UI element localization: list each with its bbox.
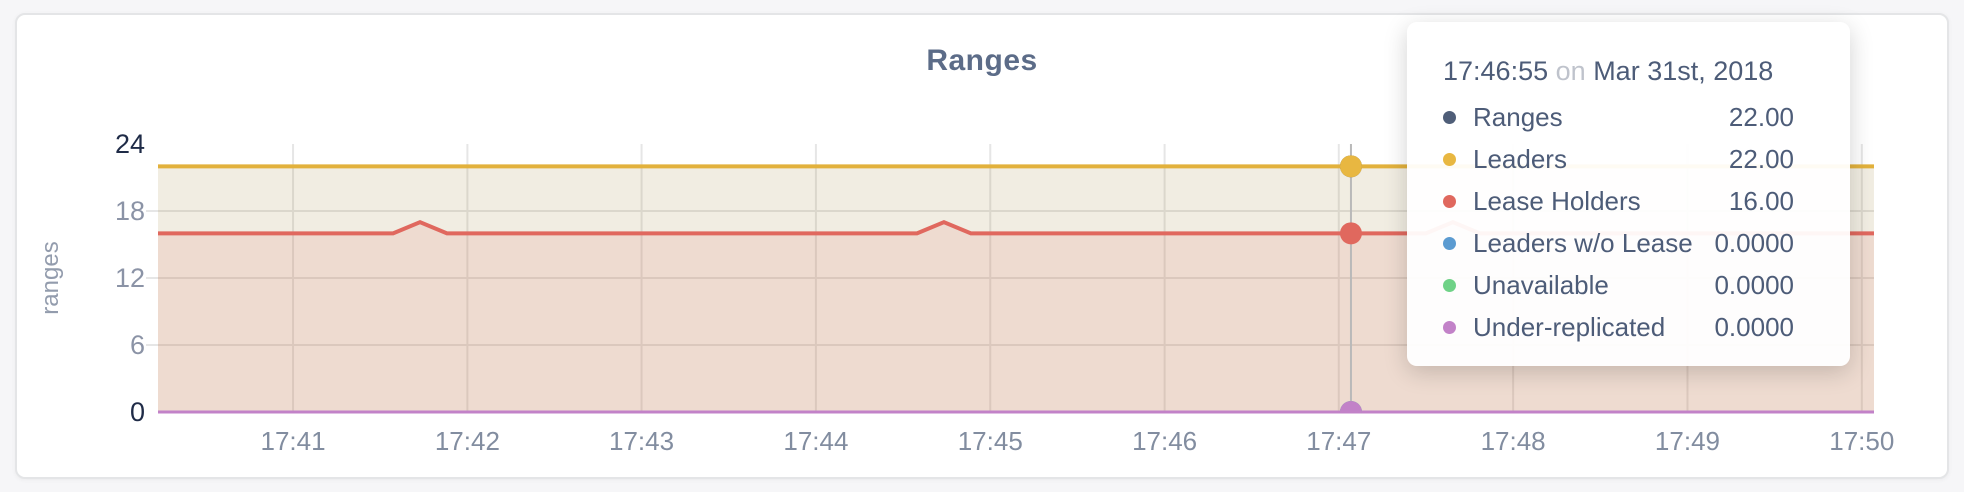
series-label: Unavailable [1473,269,1609,300]
y-axis-tick: 6 [130,330,145,360]
hover-point [1339,222,1362,245]
series-color-dot [1443,152,1456,166]
x-axis-tick: 17:49 [1655,426,1720,456]
series-value: 22.00 [1728,143,1794,174]
tooltip-row: Leaders w/o Lease 0.0000 [1443,222,1794,264]
series-label: Leaders w/o Lease [1473,227,1693,258]
y-axis-label: ranges [37,241,64,314]
y-axis-tick: 18 [115,196,145,226]
x-axis-tick: 17:46 [1132,426,1197,456]
tooltip-date: Mar 31st, 2018 [1593,56,1774,86]
series-value: 0.0000 [1714,227,1794,258]
hover-tooltip: 17:46:55 on Mar 31st, 2018 Ranges 22.00 … [1407,22,1850,366]
series-label: Lease Holders [1473,185,1641,216]
series-label: Leaders [1473,143,1567,174]
series-color-dot [1443,236,1456,250]
series-value: 22.00 [1728,101,1794,132]
x-axis-tick: 17:47 [1306,426,1371,456]
tooltip-row: Lease Holders 16.00 [1443,180,1794,222]
y-axis-tick: 0 [130,397,145,427]
x-axis-tick: 17:50 [1829,426,1894,456]
series-color-dot [1443,278,1456,292]
x-axis-tick: 17:43 [609,426,674,456]
series-label: Under-replicated [1473,311,1666,342]
tooltip-conjunction: on [1555,56,1586,86]
x-axis-tick: 17:42 [435,426,500,456]
series-color-dot [1443,110,1456,124]
series-label: Ranges [1473,101,1563,132]
y-axis-tick: 24 [115,129,145,159]
tooltip-row: Under-replicated 0.0000 [1443,306,1794,348]
series-value: 0.0000 [1714,269,1794,300]
y-axis-tick: 12 [115,263,145,293]
tooltip-header: 17:46:55 on Mar 31st, 2018 [1443,56,1794,86]
x-axis-tick: 17:45 [958,426,1023,456]
tooltip-row: Leaders 22.00 [1443,138,1794,180]
hover-point [1339,155,1362,178]
tooltip-row: Unavailable 0.0000 [1443,264,1794,306]
hover-point [1339,401,1362,414]
x-axis-tick: 17:41 [261,426,326,456]
x-axis-tick: 17:48 [1481,426,1546,456]
series-value: 16.00 [1728,185,1794,216]
series-color-dot [1443,194,1456,208]
chart-title: Ranges [926,44,1038,77]
tooltip-row: Ranges 22.00 [1443,96,1794,138]
series-color-dot [1443,320,1456,334]
tooltip-time: 17:46:55 [1443,56,1549,86]
x-axis-tick: 17:44 [783,426,848,456]
series-value: 0.0000 [1714,311,1794,342]
